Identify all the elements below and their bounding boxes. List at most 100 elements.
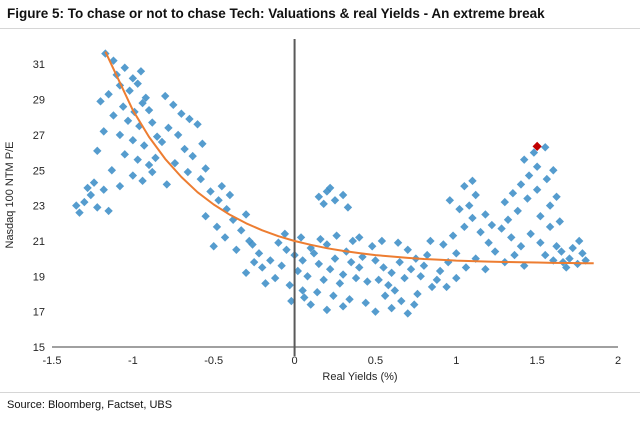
scatter-point [532, 162, 542, 171]
y-tick-label: 29 [33, 94, 45, 106]
scatter-point [395, 257, 404, 267]
scatter-point [410, 300, 419, 309]
scatter-point [118, 102, 128, 111]
scatter-point [332, 231, 341, 240]
scatter-point [285, 280, 294, 290]
scatter-point [557, 247, 566, 256]
scatter-point [545, 201, 555, 210]
y-tick-label: 17 [33, 306, 45, 318]
scatter-point [490, 247, 500, 256]
scatter-point [427, 282, 437, 291]
scatter-point [298, 286, 307, 295]
scatter-point [348, 236, 357, 245]
scatter-point [120, 149, 129, 159]
scatter-point [406, 264, 416, 274]
scatter-point [329, 291, 338, 300]
scatter-point [536, 238, 545, 247]
scatter-point [335, 278, 345, 288]
scatter-point [254, 248, 264, 258]
scatter-point [314, 259, 324, 268]
scatter-point [93, 146, 102, 155]
x-tick-label: 0 [292, 355, 298, 367]
scatter-point [319, 199, 328, 208]
scatter-point [249, 257, 259, 267]
scatter-point [555, 217, 564, 226]
scatter-point [206, 187, 215, 196]
scatter-point [374, 275, 383, 284]
scatter-point [487, 220, 497, 230]
scatter-point [80, 197, 89, 207]
scatter-point [338, 190, 348, 200]
scatter-point [503, 215, 513, 224]
scatter-point [435, 266, 445, 276]
scatter-point [552, 192, 561, 201]
scatter-point [133, 155, 142, 164]
scatter-point [439, 240, 448, 249]
y-tick-label: 27 [33, 130, 45, 142]
scatter-point [524, 171, 534, 180]
scatter-point [380, 291, 390, 300]
y-tick-label: 15 [33, 342, 45, 354]
scatter-point [169, 100, 178, 109]
figure-header: Figure 5: To chase or not to chase Tech:… [0, 0, 640, 29]
scatter-point [306, 300, 315, 309]
x-tick-label: 1 [453, 355, 459, 367]
scatter-point [201, 164, 210, 173]
y-tick-label: 21 [33, 236, 45, 248]
scatter-point [363, 277, 372, 286]
scatter-point [419, 261, 429, 270]
x-tick-label: -0.5 [204, 355, 223, 367]
scatter-point [552, 241, 561, 251]
scatter-point [188, 151, 197, 161]
scatter-point [138, 176, 147, 185]
scatter-point [442, 282, 451, 291]
figure-footer: Source: Bloomberg, Factset, UBS [0, 391, 640, 415]
x-axis-title: Real Yields (%) [322, 371, 397, 383]
scatter-point [371, 256, 380, 265]
scatter-point [461, 263, 471, 272]
y-axis-title: Nasdaq 100 NTM P/E [4, 141, 16, 248]
scatter-point [384, 280, 393, 290]
scatter-point [481, 210, 490, 219]
scatter-point [465, 201, 474, 210]
scatter-point [476, 227, 485, 237]
scatter-point [109, 111, 118, 120]
scatter-point [177, 109, 186, 118]
scatter-point [198, 139, 207, 148]
y-tick-label: 31 [33, 59, 45, 71]
scatter-point [157, 137, 167, 146]
scatter-point [115, 181, 125, 191]
scatter-point [403, 245, 412, 254]
scatter-point [89, 178, 99, 187]
y-tick-label: 19 [33, 271, 45, 283]
scatter-point [217, 181, 226, 191]
scatter-point [510, 250, 519, 260]
scatter-point [536, 211, 545, 221]
scatter-point [128, 73, 138, 83]
scatter-point [185, 114, 194, 124]
highlight-point [532, 141, 542, 151]
scatter-point [397, 296, 406, 306]
scatter-point [161, 91, 170, 101]
scatter-point [225, 190, 235, 200]
scatter-point [322, 305, 332, 314]
scatter-point [500, 197, 509, 207]
scatter-point [549, 256, 558, 265]
scatter-point [164, 123, 173, 132]
scatter-point [367, 241, 377, 251]
scatter-point [355, 263, 364, 272]
scatter-point [532, 185, 542, 194]
scatter-point [448, 231, 458, 240]
scatter-point [274, 238, 283, 247]
scatter-point [387, 303, 396, 313]
scatter-point [293, 266, 303, 276]
scatter-point [390, 286, 400, 295]
scatter-point [99, 185, 108, 194]
scatter-point [115, 130, 125, 139]
scatter-point [201, 211, 210, 221]
scatter-point [148, 118, 157, 127]
chart-svg: 15 17 19 21 23 25 27 29 31 -1.5 -1 -0.5 0 0.5 1 1.5 2 Nas… [4, 38, 621, 383]
scatter-point [338, 301, 348, 311]
scatter-point [468, 176, 477, 185]
scatter-point [460, 222, 469, 231]
